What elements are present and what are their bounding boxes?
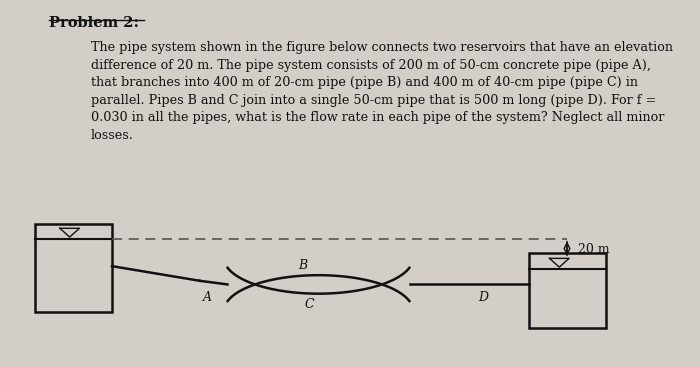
Text: The pipe system shown in the figure below connects two reservoirs that have an e: The pipe system shown in the figure belo… bbox=[91, 41, 673, 142]
Text: D: D bbox=[478, 291, 488, 304]
Text: Problem 2:: Problem 2: bbox=[49, 17, 139, 30]
Text: A: A bbox=[203, 291, 212, 304]
Text: 20 m: 20 m bbox=[578, 243, 609, 257]
Bar bbox=[35, 224, 112, 312]
Text: C: C bbox=[304, 298, 314, 311]
Text: B: B bbox=[298, 259, 307, 272]
Bar bbox=[528, 253, 606, 328]
